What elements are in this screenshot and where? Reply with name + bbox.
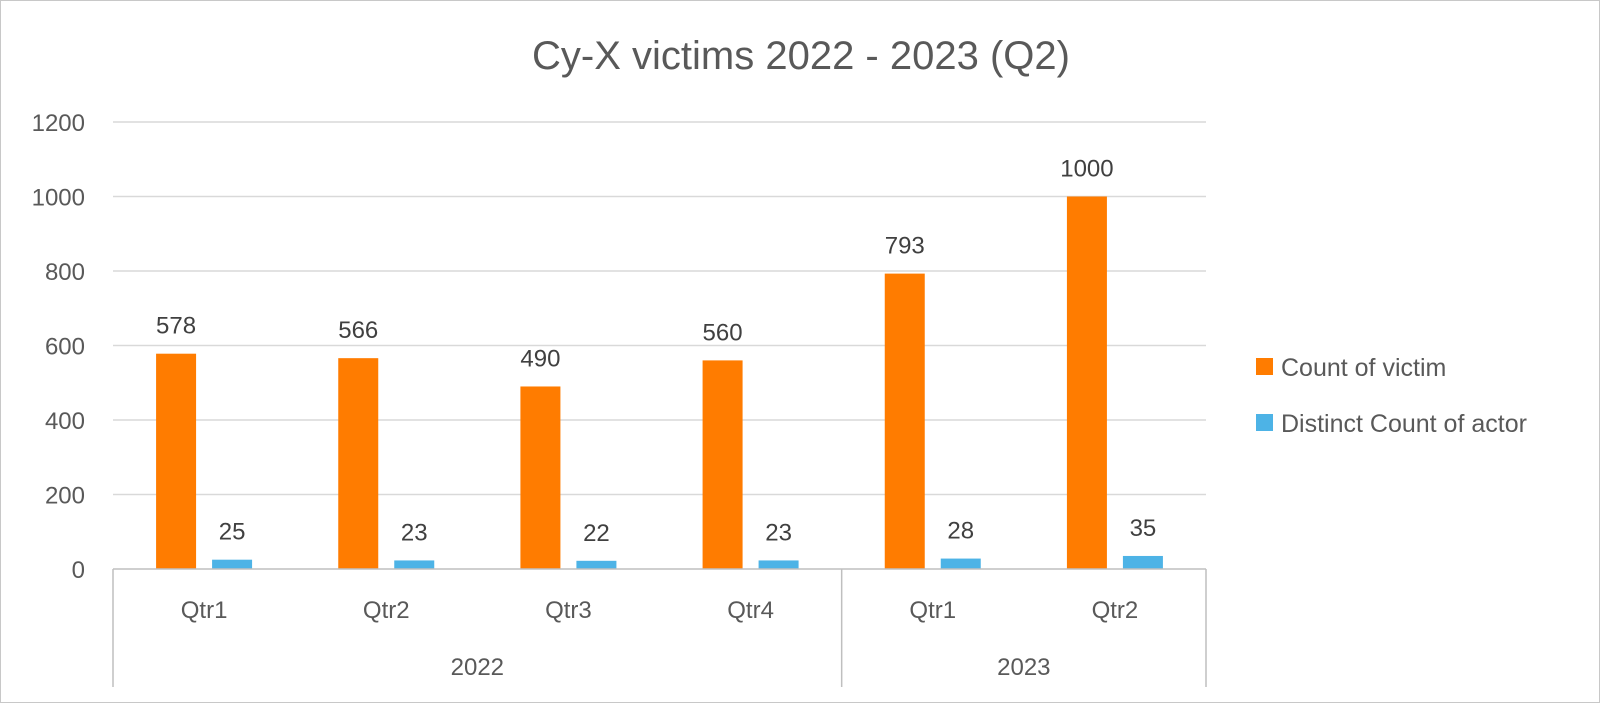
bar-victim: [520, 386, 561, 569]
bar-actor: [1122, 555, 1163, 569]
y-tick-label: 0: [72, 557, 85, 584]
y-axis: 0 200 400 600 800 1000 1200: [32, 110, 85, 584]
x-group-label: 2022: [451, 654, 504, 681]
data-label: 1000: [1060, 156, 1113, 183]
bar-actor: [576, 560, 617, 569]
data-label: 560: [703, 319, 743, 346]
data-label: 578: [156, 313, 196, 340]
bar-actor: [758, 560, 799, 569]
bar-victim: [702, 360, 743, 569]
y-tick-label: 200: [45, 483, 85, 510]
bar-victim: [1066, 196, 1107, 569]
legend-swatch: [1256, 358, 1273, 375]
bar-victim: [156, 353, 197, 569]
y-tick-label: 400: [45, 408, 85, 435]
bar-victim: [338, 358, 379, 569]
data-label: 22: [583, 520, 610, 547]
y-tick-label: 1200: [32, 110, 85, 137]
legend-swatch: [1256, 414, 1273, 431]
legend-label: Distinct Count of actor: [1281, 410, 1527, 438]
y-tick-label: 800: [45, 259, 85, 286]
x-group-label: 2023: [997, 654, 1050, 681]
y-tick-label: 1000: [32, 185, 85, 212]
x-tick-label: Qtr2: [363, 597, 410, 624]
data-label: 566: [338, 317, 378, 344]
bar-actor: [212, 559, 253, 569]
data-label: 793: [885, 233, 925, 260]
legend: Count of victim Distinct Count of actor: [1256, 354, 1527, 438]
data-label: 28: [947, 518, 974, 545]
x-axis: Qtr1 Qtr2 Qtr3 Qtr4 Qtr1 Qtr2 2022 2023: [112, 568, 1207, 687]
data-labels: 578 566 490 560 793 1000 25 23 22 23 28 35: [156, 156, 1156, 547]
legend-label: Count of victim: [1281, 354, 1446, 382]
x-tick-label: Qtr3: [545, 597, 592, 624]
data-label: 23: [401, 519, 428, 546]
gridlines: [113, 121, 1206, 496]
bar-actor: [394, 560, 435, 569]
y-tick-label: 600: [45, 334, 85, 361]
data-label: 490: [520, 345, 560, 372]
x-tick-label: Qtr2: [1092, 597, 1139, 624]
data-label: 35: [1130, 515, 1157, 542]
data-label: 23: [765, 519, 792, 546]
x-tick-label: Qtr4: [727, 597, 774, 624]
bars: [156, 196, 1163, 569]
data-label: 25: [219, 519, 246, 546]
x-tick-label: Qtr1: [909, 597, 956, 624]
bar-victim: [884, 273, 925, 569]
chart-title: Cy-X victims 2022 - 2023 (Q2): [532, 34, 1070, 78]
x-tick-label: Qtr1: [181, 597, 228, 624]
bar-actor: [940, 558, 981, 569]
